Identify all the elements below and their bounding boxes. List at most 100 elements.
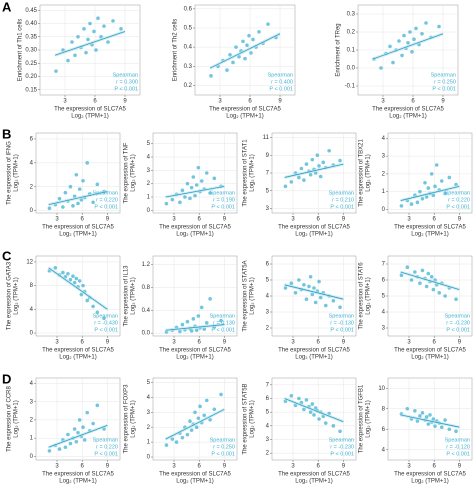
point <box>212 176 217 181</box>
point <box>426 271 431 276</box>
y-tick-label: 4 <box>147 395 151 401</box>
annotation: Spearman <box>93 437 118 443</box>
annotation: P < 0.001 <box>432 86 456 92</box>
x-tick-label: 9 <box>223 217 227 223</box>
point <box>196 165 201 170</box>
point <box>420 268 425 273</box>
point <box>81 283 85 288</box>
annotation: Spearman <box>113 72 138 78</box>
panel-label: C <box>2 248 12 263</box>
y-tick-label: 0 <box>147 455 151 461</box>
y-tick-label: 0.35 <box>25 34 37 40</box>
point <box>189 185 194 190</box>
point <box>70 40 74 44</box>
point <box>106 40 110 44</box>
y-axis-label: The expression of STAT1 <box>243 139 249 207</box>
y-tick-label: 2 <box>382 171 386 177</box>
y-axis-label: The expression of CCR8 <box>7 385 13 451</box>
point <box>77 279 82 283</box>
x-tick-label: 9 <box>278 99 282 105</box>
point <box>85 410 90 415</box>
x-axis-label: Log₂ (TPM+1) <box>59 479 97 485</box>
x-axis-label: Log₂ (TPM+1) <box>411 355 449 361</box>
point <box>414 26 418 31</box>
point <box>302 178 306 182</box>
point <box>454 297 458 302</box>
point <box>81 425 85 430</box>
point <box>73 53 77 58</box>
annotation: r = 0.220 <box>96 197 118 203</box>
x-tick-label: 6 <box>81 340 85 346</box>
y-axis-label: Enrichment of TReg <box>336 23 342 76</box>
point <box>198 404 202 409</box>
point <box>443 418 447 422</box>
y-tick-label: 0.5 <box>184 26 193 32</box>
point <box>219 318 223 323</box>
annotation: r = 0.250 <box>434 79 456 85</box>
trend-line <box>48 191 108 206</box>
y-tick-label: 4 <box>382 447 386 453</box>
x-tick-label: 3 <box>172 217 176 223</box>
y-tick-label: 4 <box>30 381 34 387</box>
point <box>102 316 106 321</box>
point <box>72 280 77 285</box>
point <box>402 33 406 38</box>
point <box>68 184 73 189</box>
point <box>119 27 123 31</box>
point <box>297 396 301 401</box>
plot-background <box>271 377 357 461</box>
point <box>202 413 207 418</box>
point <box>331 299 336 303</box>
point <box>420 32 424 36</box>
x-axis-label: Log₂ (TPM+1) <box>389 114 427 120</box>
x-tick-label: 9 <box>342 464 346 470</box>
y-tick-label: 0.8 <box>142 285 151 291</box>
point <box>397 39 401 43</box>
point <box>196 314 201 318</box>
point <box>297 175 301 180</box>
y-tick-label: 0 <box>382 207 386 213</box>
x-tick-label: 6 <box>93 99 97 105</box>
annotation: P < 0.001 <box>446 204 470 210</box>
point <box>434 163 439 167</box>
y-tick-label: 2 <box>266 326 270 332</box>
y-tick-label: 2 <box>30 417 34 423</box>
point <box>76 34 80 39</box>
y-tick-label: 5 <box>147 380 151 386</box>
x-tick-label: 3 <box>63 99 67 105</box>
x-tick-label: 9 <box>342 340 346 346</box>
point <box>302 283 306 287</box>
y-tick-label: 5 <box>266 410 270 416</box>
point <box>174 440 179 444</box>
annotation: r = 0.400 <box>271 79 293 85</box>
x-axis-label: The expression of SLC7A5 <box>394 348 466 354</box>
point <box>47 449 52 453</box>
annotation: P < 0.001 <box>269 86 293 92</box>
point <box>439 179 444 183</box>
point <box>228 52 232 57</box>
y-tick-label: 3 <box>382 154 386 160</box>
y-tick-label: 0.4 <box>184 45 193 51</box>
y-tick-label: 7 <box>382 262 386 268</box>
point <box>323 421 328 425</box>
point <box>63 445 68 450</box>
trend-line <box>400 185 460 201</box>
x-tick-label: 3 <box>407 340 411 346</box>
point <box>399 204 404 208</box>
trend-line <box>284 398 344 423</box>
point <box>95 182 100 187</box>
point <box>47 206 52 211</box>
y-axis-label: Log₂ (TPM+1) <box>131 400 137 438</box>
y-tick-label: 3 <box>147 168 151 174</box>
y-axis-label: The expression of STAT5B <box>243 383 249 454</box>
y-tick-label: 0.4 <box>142 308 151 314</box>
point <box>188 196 192 201</box>
x-axis-label: Log₂ (TPM+1) <box>176 355 214 361</box>
y-tick-label: 2 <box>30 184 34 190</box>
point <box>429 172 434 176</box>
y-tick-label: 0.25 <box>25 61 37 67</box>
point <box>99 34 103 39</box>
x-tick-label: 6 <box>198 464 202 470</box>
y-tick-label: 4 <box>147 155 151 161</box>
point <box>415 419 420 423</box>
